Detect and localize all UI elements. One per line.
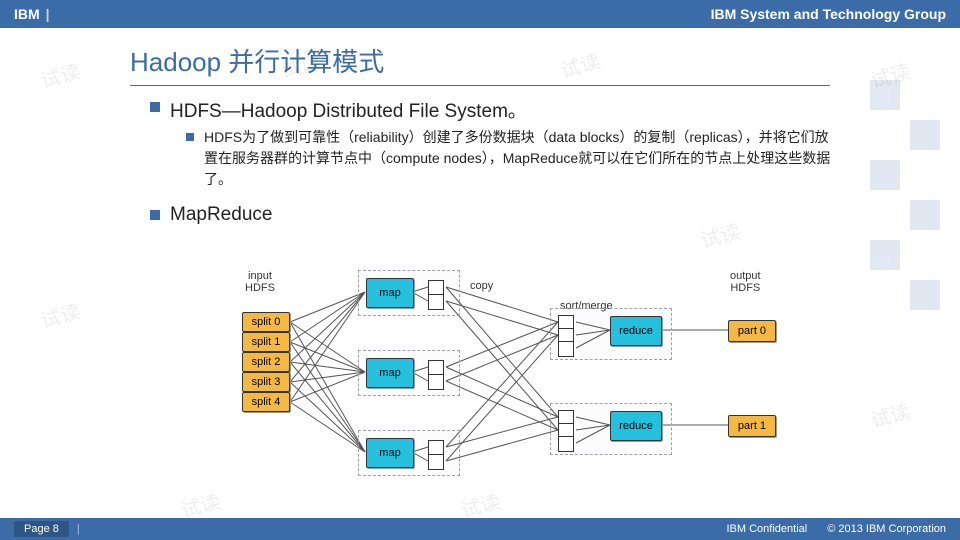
mapreduce-diagram: input HDFS copy sort/merge output HDFS s… — [150, 260, 850, 490]
split-box: split 4 — [242, 392, 290, 412]
slide-title: Hadoop 并行计算模式 — [0, 28, 960, 85]
reduce-box: reduce — [610, 411, 662, 441]
footer-copyright: © 2013 IBM Corporation — [827, 523, 946, 535]
split-box: split 2 — [242, 352, 290, 372]
label-input: input HDFS — [245, 270, 275, 294]
header-bar: IBM | IBM System and Technology Group — [0, 0, 960, 28]
bullet-icon — [150, 210, 160, 220]
part-box: part 0 — [728, 320, 776, 342]
bullet-hdfs-detail: HDFS为了做到可靠性（reliability）创建了多份数据块（data bl… — [186, 127, 840, 190]
bullet-icon — [186, 133, 194, 141]
bullet-mapreduce-text: MapReduce — [170, 204, 272, 226]
buffer-box — [558, 341, 574, 357]
ibm-logo: IBM — [14, 6, 40, 22]
watermark: 试读 — [37, 295, 83, 333]
page-number: Page 8 — [14, 521, 69, 537]
label-copy: copy — [470, 280, 493, 292]
split-box: split 0 — [242, 312, 290, 332]
buffer-box — [558, 436, 574, 452]
part-box: part 1 — [728, 415, 776, 437]
footer-bar: Page 8 | IBM Confidential © 2013 IBM Cor… — [0, 518, 960, 540]
map-box: map — [366, 438, 414, 468]
split-box: split 1 — [242, 332, 290, 352]
bullet-hdfs: HDFS—Hadoop Distributed File System。 — [150, 96, 840, 123]
bullet-hdfs-detail-text: HDFS为了做到可靠性（reliability）创建了多份数据块（data bl… — [204, 127, 840, 190]
buffer-box — [428, 454, 444, 470]
content-area: HDFS—Hadoop Distributed File System。 HDF… — [0, 96, 960, 226]
buffer-box — [428, 374, 444, 390]
map-box: map — [366, 358, 414, 388]
label-output: output HDFS — [730, 270, 761, 294]
split-box: split 3 — [242, 372, 290, 392]
buffer-box — [428, 294, 444, 310]
bullet-icon — [150, 102, 160, 112]
decorative-grid — [850, 60, 960, 480]
map-box: map — [366, 278, 414, 308]
bullet-mapreduce: MapReduce — [150, 204, 840, 226]
title-rule — [130, 85, 830, 86]
reduce-box: reduce — [610, 316, 662, 346]
bullet-hdfs-text: HDFS—Hadoop Distributed File System。 — [170, 96, 527, 123]
header-group: IBM System and Technology Group — [711, 6, 946, 22]
footer-confidential: IBM Confidential — [727, 523, 808, 535]
